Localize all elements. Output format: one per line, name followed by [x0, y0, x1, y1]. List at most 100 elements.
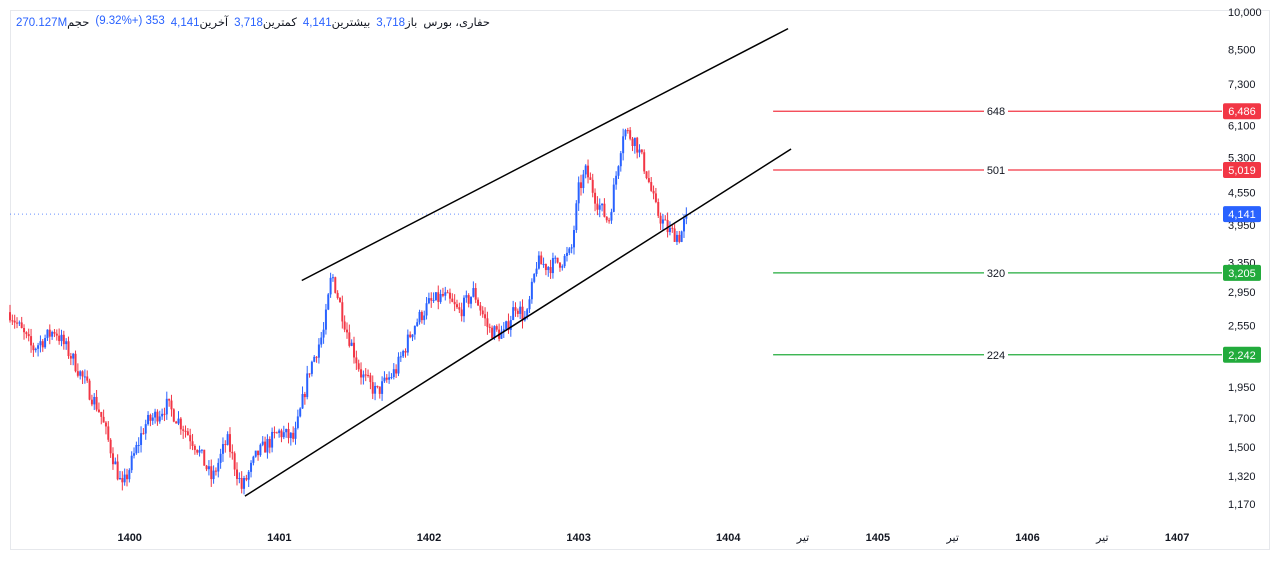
y-tick-label: 1,700: [1228, 413, 1256, 425]
candle-body: [572, 230, 575, 248]
x-tick-label: 1407: [1165, 532, 1189, 544]
candle-body: [336, 292, 339, 298]
candle-body: [55, 333, 58, 336]
candle-body: [598, 205, 601, 210]
trend-channel[interactable]: [244, 27, 792, 497]
candle-body: [617, 166, 620, 176]
candle-body: [156, 411, 159, 422]
candle-body: [313, 356, 316, 362]
candle-body: [453, 301, 456, 305]
candle-body: [100, 411, 103, 417]
candle-body: [521, 306, 524, 321]
candle-body: [118, 478, 121, 480]
candle-body: [76, 371, 79, 376]
level-price-tag-text: 3,205: [1228, 268, 1256, 280]
candle-body: [266, 438, 269, 453]
candle-body: [376, 385, 379, 387]
candle-body: [324, 309, 327, 330]
candle-body: [355, 357, 358, 364]
candle-body: [151, 417, 154, 421]
y-tick-label: 1,950: [1228, 382, 1256, 394]
legend-symbol[interactable]: حفاری، بورس: [423, 17, 490, 29]
candle-body: [236, 469, 239, 479]
candle-body: [556, 257, 559, 263]
y-tick-label: 3,950: [1228, 220, 1256, 232]
candle-body: [388, 377, 391, 380]
candle-body: [425, 303, 428, 316]
candle-body: [245, 478, 248, 480]
candle-body: [577, 182, 580, 204]
candle-body: [72, 353, 75, 359]
candle-body: [633, 137, 636, 147]
candle-body: [654, 193, 657, 203]
candle-body: [217, 462, 220, 472]
candle-body: [23, 328, 26, 333]
price-levels[interactable]: 648 501 320 224: [773, 106, 1222, 362]
candle-body: [369, 375, 372, 383]
candle-body: [580, 182, 583, 189]
candle-body: [448, 292, 451, 299]
candle-body: [495, 326, 498, 330]
x-tick-label: تیر: [945, 532, 958, 544]
legend-open: باز3,718: [376, 17, 418, 29]
candle-body: [399, 356, 402, 358]
level-price-tag-text: 2,242: [1228, 350, 1256, 362]
candle-body: [601, 203, 604, 206]
candle-body: [329, 277, 332, 295]
candle-body: [444, 292, 447, 296]
candle-body: [140, 433, 143, 445]
candle-body: [81, 371, 84, 377]
candle-body: [182, 429, 185, 431]
candle-body: [626, 130, 629, 132]
candle-body: [549, 267, 552, 274]
last-price-tag-text: 4,141: [1228, 209, 1256, 221]
candle-body: [303, 393, 306, 398]
candle-body: [371, 382, 374, 394]
candle-body: [292, 432, 295, 439]
candle-body: [170, 400, 173, 410]
candle-body: [147, 414, 150, 425]
candle-body: [287, 429, 290, 439]
candle-body: [214, 470, 217, 472]
candle-body: [142, 433, 145, 435]
level-price-tag-text: 6,486: [1228, 106, 1256, 118]
candle-body: [505, 321, 508, 330]
candle-body: [378, 386, 381, 394]
candle-body: [306, 373, 309, 398]
candle-body: [362, 374, 365, 378]
candle-body: [172, 409, 175, 422]
candle-body: [542, 264, 545, 266]
candle-body: [486, 318, 489, 327]
candle-body: [680, 231, 683, 242]
candle-body: [44, 337, 47, 348]
level-label: 648: [987, 106, 1005, 118]
channel-lower-line: [244, 148, 792, 497]
candle-body: [472, 288, 475, 297]
candle-body: [381, 381, 384, 394]
candle-body: [575, 203, 578, 231]
candle-body: [320, 337, 323, 345]
y-tick-label: 5,300: [1228, 153, 1256, 165]
candle-body: [168, 398, 171, 401]
y-tick-label: 2,950: [1228, 287, 1256, 299]
candle-body: [477, 299, 480, 306]
candle-body: [582, 174, 585, 189]
candle-body: [537, 255, 540, 269]
candle-body: [20, 322, 23, 329]
x-tick-label: 1401: [267, 532, 291, 544]
candle-body: [41, 341, 44, 348]
candle-body: [455, 304, 458, 308]
candle-body: [137, 444, 140, 446]
candle-body: [86, 376, 89, 381]
candle-body: [193, 445, 196, 450]
candle-body: [458, 307, 461, 310]
candle-body: [95, 396, 98, 410]
candle-body: [252, 456, 255, 463]
candle-body: [299, 408, 302, 417]
candle-body: [547, 267, 550, 271]
candle-body: [221, 444, 224, 454]
candle-body: [463, 297, 466, 317]
candle-body: [528, 299, 531, 310]
candle-body: [257, 450, 260, 456]
